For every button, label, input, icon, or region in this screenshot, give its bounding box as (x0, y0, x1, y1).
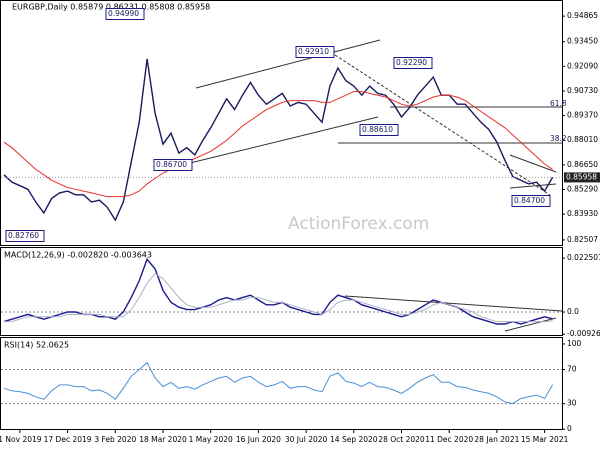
annotation: 38.2 (550, 134, 567, 143)
x-tick-label: 30 Jul 2020 (285, 435, 328, 444)
macd-trend (344, 295, 563, 312)
y-tick-label: 30 (567, 399, 577, 408)
wedge-upper (509, 154, 557, 173)
annotation-box (393, 57, 433, 69)
annotation-box (153, 159, 193, 171)
x-tick-label: 11 Dec 2020 (425, 435, 473, 444)
series-line (3, 58, 554, 222)
y-tick-label: 0.83930 (567, 209, 598, 218)
x-tick-label: 17 Dec 2019 (44, 435, 92, 444)
x-tick-label: 18 Mar 2020 (139, 435, 187, 444)
macd-title: MACD(12,26,9) -0.002820 -0.003643 (4, 251, 152, 260)
y-tick-label: -0.009262 (567, 329, 600, 338)
y-tick-label: 0.0 (567, 307, 579, 316)
x-tick-label: 14 Sep 2020 (330, 435, 378, 444)
x-tick-label: 28 Jan 2021 (474, 435, 519, 444)
dashed-trend (334, 54, 551, 196)
trend-lines (189, 39, 563, 332)
last-price-label: 0.85958 (566, 172, 597, 181)
y-tick-label: 0.92090 (567, 61, 598, 70)
y-tick-label: 0.94865 (567, 11, 598, 20)
y-tick-label: 0.82507 (567, 235, 598, 244)
y-tick-label: 0.90730 (567, 86, 598, 95)
y-tick-label: 0 (567, 424, 572, 433)
annotation: 0.86700 (156, 160, 187, 169)
x-tick-label: 3 Feb 2020 (94, 435, 136, 444)
series-line (4, 273, 553, 323)
series-line (3, 257, 553, 325)
annotation-box (105, 8, 145, 20)
annotation: 0.94990 (108, 9, 139, 18)
y-tick-label: 0.022507 (567, 253, 600, 262)
x-tick-label: 16 Jun 2020 (236, 435, 281, 444)
y-tick-label: 0.88010 (567, 135, 598, 144)
macd-panel (0, 247, 563, 336)
annotation: 61.8 (550, 99, 567, 108)
x-tick-label: 1 Nov 2019 (0, 435, 42, 444)
annotation: 0.88610 (362, 125, 393, 134)
annotation: 0.92910 (298, 47, 329, 56)
y-tick-label: 0.85290 (567, 185, 598, 194)
price-title: EURGBP,Daily 0.85879 0.86231 0.85808 0.8… (12, 3, 210, 12)
last-price-box (564, 172, 600, 183)
x-tick-label: 28 Oct 2020 (378, 435, 425, 444)
price-panel (0, 0, 563, 246)
annotation-box (5, 230, 45, 242)
channel-lower (189, 116, 379, 164)
annotation-box (511, 195, 551, 207)
series-line (3, 91, 553, 198)
annotation: 0.92290 (396, 58, 427, 67)
annotation: 0.82760 (8, 231, 39, 240)
annotation-box (295, 46, 335, 58)
x-tick-label: 15 Mar 2021 (521, 435, 569, 444)
macd-trend-low (504, 317, 557, 332)
channel-upper (195, 39, 381, 89)
y-tick-label: 0.93450 (567, 37, 598, 46)
y-tick-label: 70 (567, 365, 577, 374)
x-tick-label: 1 May 2020 (189, 435, 233, 444)
y-tick-label: 100 (567, 339, 582, 348)
series-line (3, 361, 554, 405)
annotation-box (359, 124, 399, 136)
rsi-panel (0, 337, 563, 430)
y-tick-label: 0.86650 (567, 160, 598, 169)
annotation: 0.84700 (514, 196, 545, 205)
y-tick-label: 0.89370 (567, 111, 598, 120)
watermark: ActionForex.com (288, 214, 429, 234)
rsi-title: RSI(14) 52.0625 (4, 341, 69, 350)
